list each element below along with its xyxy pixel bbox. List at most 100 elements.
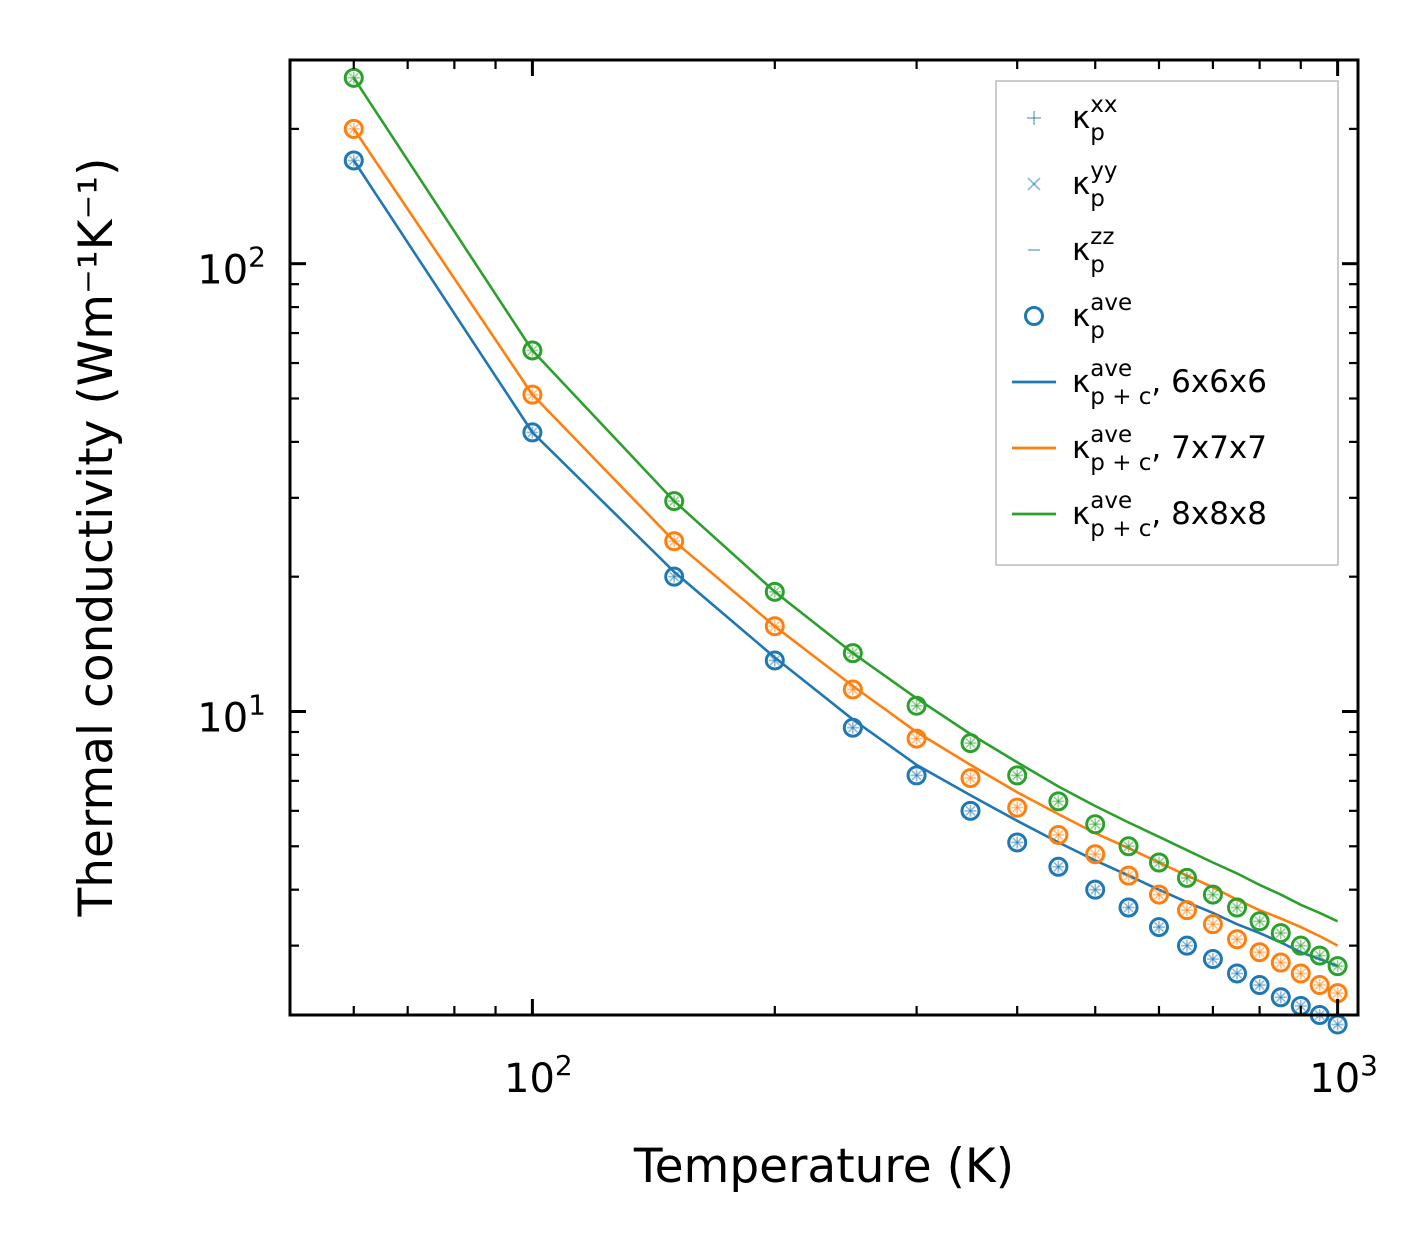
series-line-8x8x8 bbox=[352, 77, 1339, 923]
point-cross-b bbox=[769, 655, 780, 666]
data-point-8x8x8 bbox=[960, 733, 981, 754]
data-point-8x8x8 bbox=[1202, 884, 1223, 905]
data-point-8x8x8 bbox=[1327, 956, 1348, 977]
x-tick-label: 103 bbox=[1309, 1049, 1378, 1102]
data-point-8x8x8 bbox=[842, 643, 863, 664]
point-circle bbox=[1048, 791, 1069, 812]
data-point-7x7x7 bbox=[1176, 900, 1197, 921]
point-cross-b bbox=[1275, 992, 1286, 1003]
data-point-7x7x7 bbox=[1309, 975, 1330, 996]
data-point-8x8x8 bbox=[664, 491, 685, 512]
point-cross-b bbox=[348, 155, 359, 166]
point-circle bbox=[764, 581, 785, 602]
point-cross-b bbox=[527, 389, 538, 400]
data-point-7x7x7 bbox=[1007, 797, 1028, 818]
point-cross-b bbox=[847, 722, 858, 733]
point-circle bbox=[343, 67, 364, 88]
data-point-6x6x6 bbox=[522, 422, 543, 443]
legend-label: κave p + c, 7x7x7 bbox=[1072, 422, 1267, 476]
plot-area bbox=[343, 67, 1348, 1035]
legend-circle-marker bbox=[1024, 306, 1044, 326]
point-cross-b bbox=[911, 700, 922, 711]
point-circle bbox=[1290, 963, 1311, 984]
point-circle bbox=[664, 531, 685, 552]
data-point-6x6x6 bbox=[960, 800, 981, 821]
point-circle bbox=[1048, 856, 1069, 877]
point-cross-b bbox=[769, 586, 780, 597]
point-circle bbox=[906, 728, 927, 749]
point-cross-b bbox=[1254, 979, 1265, 991]
legend-entry-6: κave p + c, 8x8x8 bbox=[1012, 488, 1267, 542]
point-circle bbox=[1176, 900, 1197, 921]
legend-label: κxx p bbox=[1072, 92, 1118, 146]
point-circle bbox=[1085, 814, 1106, 835]
point-cross-b bbox=[1123, 841, 1134, 852]
point-circle bbox=[1007, 832, 1028, 853]
legend-entry-0: κxx p bbox=[1027, 92, 1118, 146]
point-cross-b bbox=[1314, 950, 1325, 961]
data-point-6x6x6 bbox=[1249, 975, 1270, 996]
data-point-7x7x7 bbox=[1249, 942, 1270, 963]
data-point-8x8x8 bbox=[1048, 791, 1069, 812]
data-point-7x7x7 bbox=[522, 384, 543, 405]
point-circle bbox=[764, 650, 785, 671]
y-tick-label: 101 bbox=[197, 688, 266, 741]
data-point-6x6x6 bbox=[664, 566, 685, 587]
point-circle bbox=[1007, 765, 1028, 786]
point-cross-b bbox=[769, 621, 780, 632]
point-cross-b bbox=[965, 773, 976, 784]
point-circle bbox=[1270, 952, 1291, 973]
point-cross-b bbox=[1295, 968, 1306, 979]
point-circle bbox=[1085, 844, 1106, 865]
point-cross-b bbox=[1231, 902, 1243, 913]
data-point-7x7x7 bbox=[960, 768, 981, 789]
point-cross-b bbox=[1153, 889, 1165, 900]
point-circle bbox=[1176, 867, 1197, 888]
point-circle bbox=[1007, 797, 1028, 818]
data-point-6x6x6 bbox=[1227, 963, 1248, 984]
point-cross-b bbox=[527, 345, 538, 356]
point-cross-b bbox=[847, 684, 858, 695]
point-cross-b bbox=[1181, 872, 1193, 883]
point-cross-b bbox=[1090, 819, 1101, 830]
point-circle bbox=[1202, 949, 1223, 970]
data-point-7x7x7 bbox=[1148, 884, 1169, 905]
point-circle bbox=[1270, 923, 1291, 944]
data-point-6x6x6 bbox=[1270, 987, 1291, 1008]
point-cross-b bbox=[669, 571, 680, 582]
point-cross-b bbox=[965, 738, 976, 749]
data-point-7x7x7 bbox=[1270, 952, 1291, 973]
legend-label: κave p + c, 6x6x6 bbox=[1072, 356, 1267, 410]
point-cross-b bbox=[1231, 968, 1243, 979]
data-point-6x6x6 bbox=[1176, 935, 1197, 956]
point-circle bbox=[1327, 956, 1348, 977]
point-circle bbox=[906, 695, 927, 716]
data-point-7x7x7 bbox=[842, 679, 863, 700]
point-cross-b bbox=[1181, 940, 1193, 951]
point-cross-b bbox=[1053, 796, 1064, 807]
point-cross-b bbox=[348, 123, 359, 134]
legend-entry-2: κzz p bbox=[1028, 224, 1114, 278]
point-circle bbox=[1270, 987, 1291, 1008]
axis-ticks bbox=[288, 60, 1358, 1015]
series-line-7x7x7 bbox=[352, 128, 1339, 947]
data-point-8x8x8 bbox=[764, 581, 785, 602]
legend-label: κyy p bbox=[1072, 158, 1118, 212]
point-cross-b bbox=[1153, 922, 1165, 933]
point-cross-b bbox=[1012, 837, 1023, 848]
point-circle bbox=[343, 150, 364, 171]
point-circle bbox=[842, 679, 863, 700]
point-cross-b bbox=[1053, 829, 1064, 841]
point-circle bbox=[842, 643, 863, 664]
point-cross-b bbox=[1012, 770, 1023, 781]
point-cross-b bbox=[1332, 1019, 1343, 1030]
point-cross-b bbox=[911, 733, 922, 744]
x-axis-title: Temperature (K) bbox=[633, 1139, 1014, 1194]
data-point-6x6x6 bbox=[1327, 1014, 1348, 1035]
point-cross-b bbox=[1332, 961, 1343, 972]
point-circle bbox=[906, 765, 927, 786]
point-circle bbox=[842, 717, 863, 738]
point-circle bbox=[522, 384, 543, 405]
data-point-8x8x8 bbox=[343, 67, 364, 88]
data-point-8x8x8 bbox=[1085, 814, 1106, 835]
